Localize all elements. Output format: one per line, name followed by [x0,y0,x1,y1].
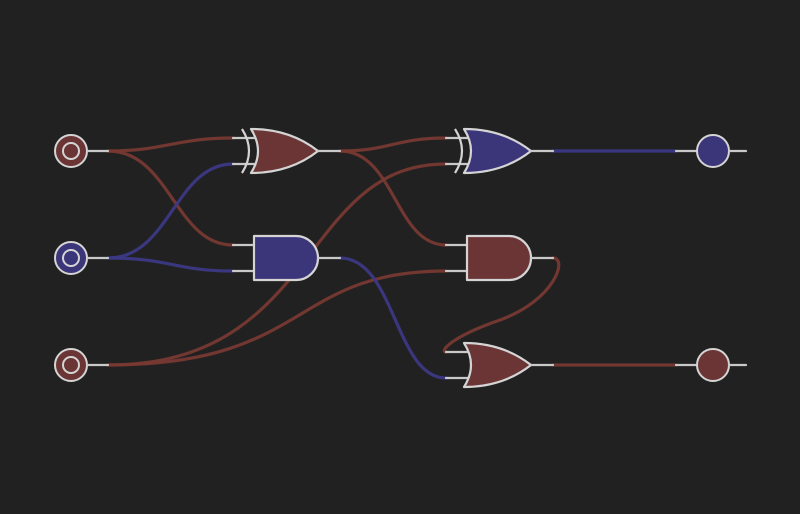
and-gate-1-body[interactable] [252,234,320,282]
or-gate-1-body[interactable] [462,341,533,389]
output-pin-sum-lamp [696,134,730,168]
xor-gate-2[interactable] [444,127,555,175]
wires [106,136,678,380]
wire-xor1-to-xor2 [338,136,448,153]
wire-b-to-xor1 [106,162,235,260]
xor-gate-1[interactable] [231,127,342,175]
and-gate-2[interactable] [444,234,555,282]
xor-gate-1-extra-arc [241,128,251,174]
wire-and1-to-or1 [338,256,448,380]
xor-gate-2-extra-arc [454,128,464,174]
input-pin-a-inner-ring [62,142,80,160]
wire-a-to-xor1 [106,136,235,153]
wire-c-to-and2 [106,269,448,367]
and-gate-1[interactable] [231,234,342,282]
wire-a-to-and1 [106,149,235,247]
output-pin-carry [674,348,748,382]
input-pin-c-inner-ring [62,356,80,374]
and-gate-2-body[interactable] [465,234,533,282]
wire-b-to-and1 [106,256,235,273]
input-pin-b-inner-ring [62,249,80,267]
input-pin-a[interactable] [54,134,110,168]
output-pin-sum [674,134,748,168]
wire-and2-to-or1 [442,256,561,354]
xor-gate-1-body[interactable] [249,127,320,175]
or-gate-1[interactable] [444,341,555,389]
input-pin-c[interactable] [54,348,110,382]
output-pin-carry-lamp [696,348,730,382]
xor-gate-2-body[interactable] [462,127,533,175]
wire-xor1-to-and2 [338,149,448,247]
input-pin-b[interactable] [54,241,110,275]
